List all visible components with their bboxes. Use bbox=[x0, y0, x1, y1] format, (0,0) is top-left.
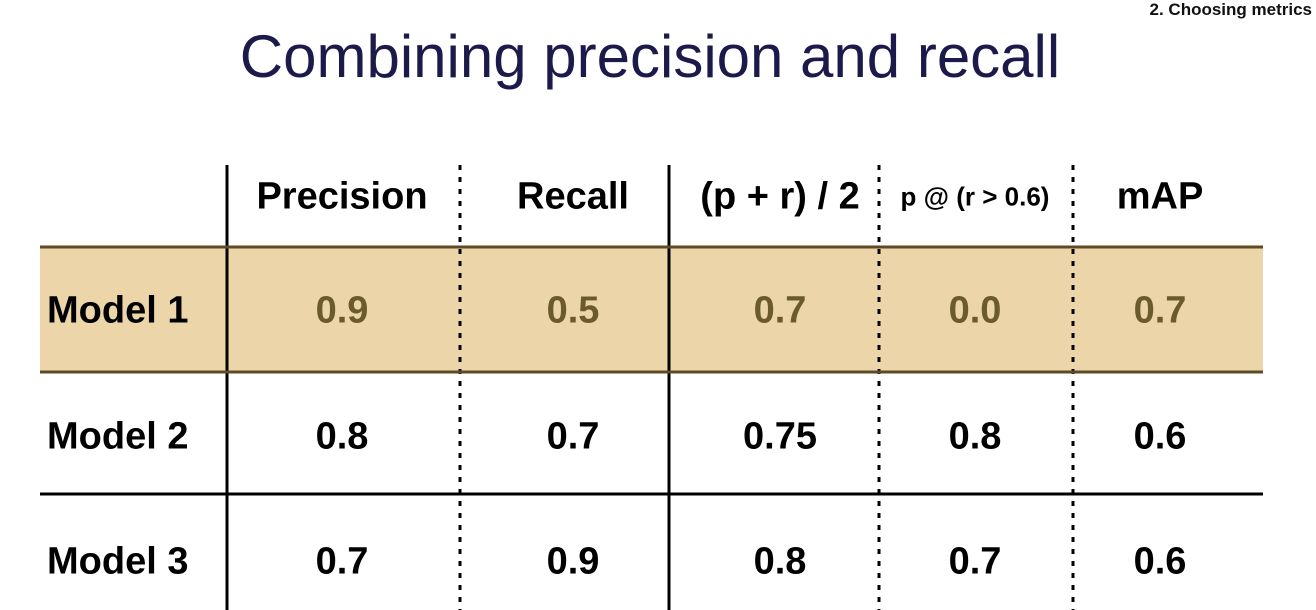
table-cell: 0.6 bbox=[1133, 540, 1187, 583]
table-cell: 0.9 bbox=[546, 540, 600, 583]
row-label: Model 3 bbox=[47, 540, 189, 583]
table-cell: 0.9 bbox=[315, 289, 369, 332]
table-cell: 0.8 bbox=[753, 540, 807, 583]
table-cell: 0.6 bbox=[1133, 415, 1187, 458]
highlight-band bbox=[40, 247, 1263, 372]
column-header: Recall bbox=[517, 175, 629, 218]
column-header: p @ (r > 0.6) bbox=[900, 181, 1050, 212]
table-cell: 0.0 bbox=[948, 289, 1002, 332]
table-cell: 0.5 bbox=[546, 289, 600, 332]
row-label: Model 2 bbox=[47, 415, 189, 458]
table-cell: 0.75 bbox=[743, 415, 817, 458]
slide-title: Combining precision and recall bbox=[239, 23, 1061, 90]
column-header: (p + r) / 2 bbox=[700, 175, 860, 218]
table-cell: 0.7 bbox=[315, 540, 369, 583]
table-cell: 0.8 bbox=[948, 415, 1002, 458]
table-cell: 0.7 bbox=[753, 289, 807, 332]
table-cell: 0.7 bbox=[1133, 289, 1187, 332]
column-header: mAP bbox=[1116, 175, 1204, 218]
section-label: 2. Choosing metrics bbox=[1149, 0, 1312, 19]
table-cell: 0.7 bbox=[948, 540, 1002, 583]
row-label: Model 1 bbox=[47, 289, 189, 332]
column-header: Precision bbox=[256, 175, 428, 218]
table-cell: 0.8 bbox=[315, 415, 369, 458]
table-cell: 0.7 bbox=[546, 415, 600, 458]
